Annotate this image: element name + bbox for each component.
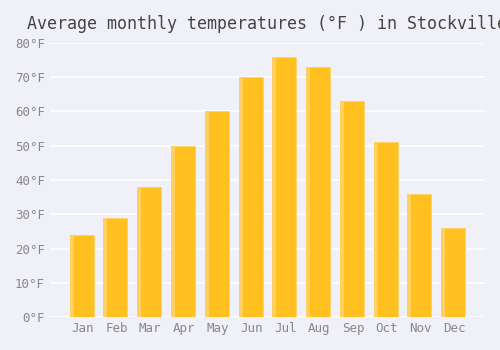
Bar bbox=[442, 228, 445, 317]
Bar bbox=[306, 67, 310, 317]
Bar bbox=[106, 218, 128, 317]
Bar bbox=[240, 77, 262, 317]
Bar bbox=[104, 218, 108, 317]
Bar bbox=[171, 146, 175, 317]
Bar bbox=[72, 235, 94, 317]
Bar bbox=[376, 142, 398, 317]
Bar bbox=[308, 67, 330, 317]
Bar bbox=[139, 187, 161, 317]
Bar bbox=[444, 228, 465, 317]
Bar bbox=[238, 77, 242, 317]
Bar bbox=[207, 111, 229, 317]
Bar bbox=[70, 235, 73, 317]
Bar bbox=[410, 194, 432, 317]
Bar bbox=[272, 57, 276, 317]
Bar bbox=[340, 101, 344, 317]
Title: Average monthly temperatures (°F ) in Stockville: Average monthly temperatures (°F ) in St… bbox=[28, 15, 500, 33]
Bar bbox=[274, 57, 296, 317]
Bar bbox=[408, 194, 412, 317]
Bar bbox=[374, 142, 378, 317]
Bar bbox=[173, 146, 195, 317]
Bar bbox=[342, 101, 364, 317]
Bar bbox=[205, 111, 208, 317]
Bar bbox=[137, 187, 141, 317]
